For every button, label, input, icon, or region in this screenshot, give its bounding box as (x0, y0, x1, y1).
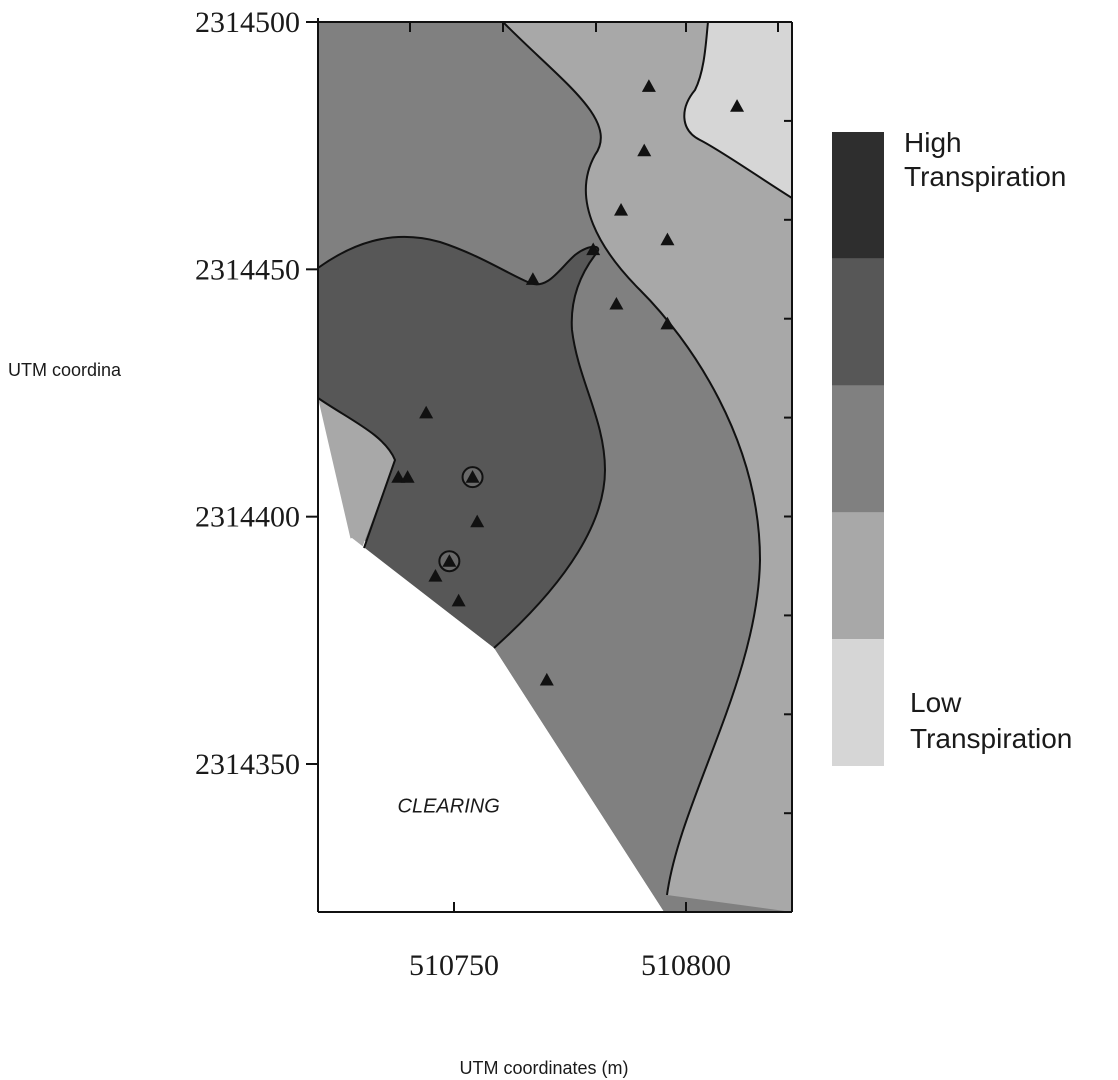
clearing-region (318, 538, 664, 912)
contour-line-west-wedge (318, 397, 397, 549)
contour-region-level-4 (318, 236, 605, 648)
legend: High Transpiration Low Transpiration (832, 127, 1072, 766)
sample-point-14 (470, 514, 485, 528)
sample-points (391, 79, 745, 686)
axis-ticks (306, 21, 792, 912)
sample-point-2 (730, 99, 745, 112)
sample-point-9 (660, 316, 675, 330)
sample-point-13 (465, 470, 480, 483)
sample-point-15 (442, 554, 457, 567)
contour-line-northeast (683, 22, 792, 199)
contour-fills (318, 22, 792, 912)
contour-region-level-2-east (503, 22, 792, 912)
legend-low-line-2: Transpiration (910, 723, 1072, 754)
clearing-label: CLEARING (398, 796, 500, 818)
legend-low-label: Low Transpiration (910, 687, 1072, 754)
x-axis-title: UTM coordinates (m) (459, 1058, 628, 1078)
sample-point-12 (400, 470, 415, 483)
x-tick-label-2: 510800 (641, 949, 731, 982)
legend-swatch-level-3 (832, 385, 884, 513)
legend-swatch-level-5 (832, 132, 884, 259)
sample-point-1 (641, 79, 656, 92)
sample-point-17 (451, 593, 466, 607)
sample-point-3 (637, 143, 652, 157)
sample-point-7 (525, 272, 540, 285)
sample-point-6 (586, 242, 601, 256)
sample-point-5 (660, 232, 675, 246)
legend-high-label: High Transpiration (904, 127, 1066, 192)
y-axis-title: UTM coordina (8, 360, 122, 380)
sample-point-4 (614, 202, 629, 216)
y-tick-label-1: 2314500 (195, 6, 300, 39)
legend-color-bar (832, 132, 884, 766)
legend-high-line-1: High (904, 127, 962, 158)
y-tick-label-3: 2314400 (195, 501, 300, 534)
legend-high-line-2: Transpiration (904, 161, 1066, 192)
axes-frame (317, 18, 793, 913)
legend-swatch-level-4 (832, 258, 884, 386)
sample-point-16 (428, 569, 443, 582)
sample-point-10 (419, 405, 434, 419)
legend-low-line-1: Low (910, 687, 962, 718)
contour-region-level-2-west (318, 398, 395, 548)
y-tick-label-2: 2314450 (195, 253, 300, 286)
sample-point-11 (391, 470, 406, 483)
x-tick-label-1: 510750 (409, 949, 499, 982)
legend-swatch-level-2 (832, 512, 884, 640)
axis-tick-labels: 510750 510800 2314500 2314450 2314400 2314350 (195, 6, 731, 982)
y-tick-label-4: 2314350 (195, 748, 300, 781)
sample-point-18 (539, 672, 554, 686)
sample-point-8 (609, 296, 624, 310)
legend-swatch-level-1 (832, 639, 884, 766)
